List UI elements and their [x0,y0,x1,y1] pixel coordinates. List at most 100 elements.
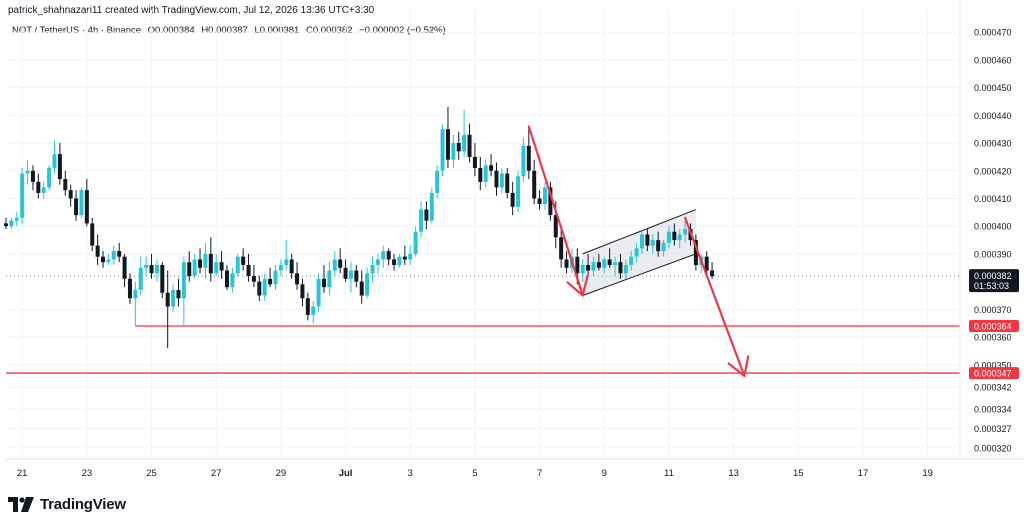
candle-body [52,154,57,168]
candle-up [580,259,585,282]
candle-up [629,251,634,271]
y-tick-label: 0.000430 [974,139,1012,149]
candle-body [564,259,569,268]
candle-down [4,217,8,229]
candle-body [645,234,650,246]
candle-body [499,173,504,188]
legend-symbol: NOT / TetherUS · 4h · Binance [12,25,142,36]
candle-body [510,192,515,207]
candle-body [144,264,149,268]
candle-up [154,259,159,282]
candle-body [106,259,111,263]
candle-down [95,234,100,265]
y-tick-label: 0.000320 [974,443,1012,453]
channel-fill [582,209,696,296]
candle-up [52,140,57,174]
candle-body [68,190,73,199]
candle-down [704,251,709,277]
candle-body [241,256,246,265]
candle-body [419,209,424,232]
candle-down [618,253,623,279]
candle-body [90,223,95,246]
candle-down [149,253,154,279]
candle-up [650,234,655,254]
candle-body [246,264,251,277]
candle-down [424,201,429,229]
candle-down [84,179,89,227]
candle-body [575,256,580,274]
candle-body [462,134,467,152]
candle-body [192,259,197,277]
candle-down [289,253,294,279]
level-price-tag: 0.000347 [969,367,1019,380]
tradingview-logo[interactable]: TradingView [8,496,126,513]
candle-down [596,253,601,271]
y-tick-label: 0.000420 [974,166,1012,176]
candle-body [117,251,122,257]
channel-upper-line [582,209,697,255]
x-tick-label: 17 [858,468,869,479]
candle-body [483,165,488,182]
candle-down [343,259,348,282]
x-tick-label: 19 [922,468,933,479]
candle-up [262,273,267,302]
candle-body [343,267,348,279]
candle-body [440,129,445,171]
candle-body [327,270,332,288]
x-tick-label: 27 [211,468,222,479]
legend-open: O0.000384 [147,25,195,36]
x-tick-label: 9 [602,468,607,479]
candle-up [370,256,375,282]
candle-down [645,228,650,252]
candle-up [278,259,283,277]
candle-body [402,256,407,260]
candle-body [494,170,499,188]
y-tick-label: 0.000410 [974,194,1012,204]
candle-down [63,170,68,196]
candle-body [47,167,52,188]
candle-body [586,264,591,271]
candle-body [20,173,25,218]
candle-up [462,109,467,157]
candle-down [586,253,591,277]
x-tick-label: 29 [276,468,287,479]
candle-up [235,253,240,277]
candle-down [68,184,73,207]
current-price-countdown: 01:53:03 [974,281,1009,291]
candle-up [516,170,521,213]
candle-body [4,223,8,227]
candle-body [316,278,321,307]
candle-up [230,267,235,293]
candle-up [602,256,607,274]
candle-body [596,262,601,268]
y-tick-label: 0.000334 [974,405,1012,415]
candle-body [677,234,682,241]
candle-down [359,270,364,304]
arrow-head [566,274,589,297]
legend-change: −0.000002 (−0.52%) [359,25,446,36]
candle-body [251,276,256,282]
candle-down [338,248,343,274]
y-tick-label: 0.000460 [974,55,1012,65]
candle-down [505,167,510,199]
candle-body [214,262,219,274]
candle-down [672,223,677,246]
candle-up [661,240,666,257]
current-price-value: 0.000382 [974,271,1012,281]
candle-up [327,262,332,296]
candle-up [273,264,278,290]
x-tick-label: 11 [664,468,674,479]
candle-body [278,264,283,271]
candle-body [359,281,364,296]
x-tick-label: 15 [793,468,804,479]
candle-body [704,256,709,271]
candle-down [564,251,569,274]
candle-up [591,256,596,277]
candle-down [559,226,564,268]
candle-body [300,284,305,299]
candle-body [181,262,186,299]
candle-body [381,251,386,260]
candle-up [203,242,208,279]
